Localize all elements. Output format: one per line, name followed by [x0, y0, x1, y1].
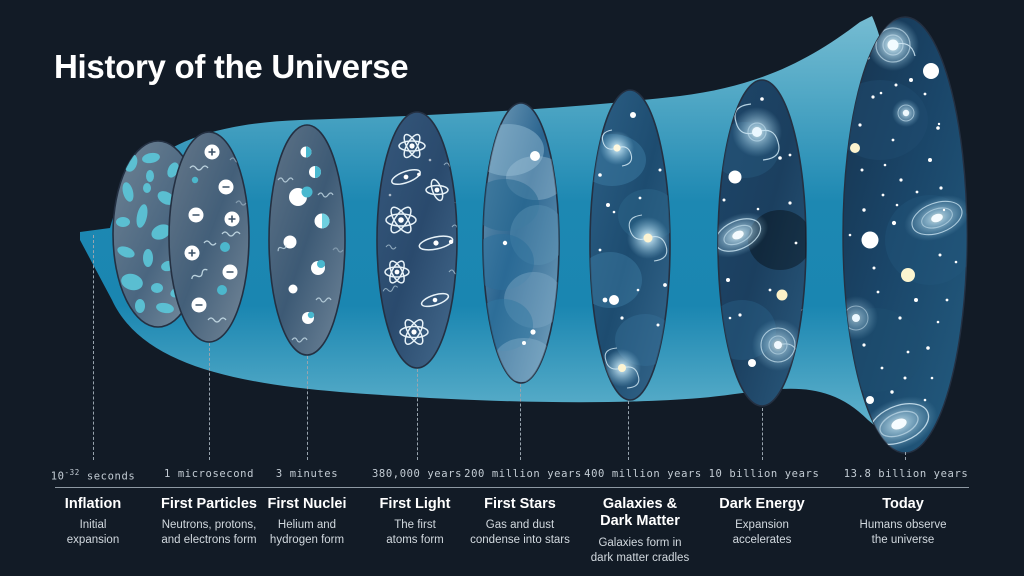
era-desc-line1: Gas and dust — [485, 519, 555, 531]
era-title-line1: Galaxies & — [602, 496, 678, 512]
tick-line-galaxies-dark-matter — [628, 401, 629, 460]
era-title-line2: Dark Matter — [600, 513, 680, 529]
era-desc-line1: Neutrons, protons, — [161, 519, 257, 531]
era-desc-line1: Galaxies form in — [598, 537, 682, 549]
spiral-galaxy — [600, 129, 634, 167]
era-time-dark-energy: 10 billion years — [708, 468, 820, 480]
spiral-galaxy — [892, 99, 920, 127]
era-title-galaxies-dark-matter: Galaxies & Dark Matter — [600, 496, 680, 530]
era-time-today: 13.8 billion years — [843, 468, 969, 480]
era-desc-line2: the universe — [871, 533, 935, 546]
era-desc-line2: atoms form — [386, 533, 444, 546]
spiral-galaxy — [627, 214, 669, 262]
spiral-galaxy — [603, 347, 641, 389]
nuclei-icon — [277, 146, 344, 343]
era-time-first-light: 380,000 years — [372, 468, 462, 480]
era-title-first-light: First Light — [379, 496, 451, 512]
era-desc-line1: Expansion — [735, 519, 789, 531]
era-title-today: Today — [882, 496, 924, 512]
era-time-first-stars: 200 million years — [464, 468, 582, 480]
era-title-inflation: Inflation — [64, 496, 122, 512]
tick-line-first-light — [417, 369, 418, 460]
era-desc-line2: accelerates — [732, 533, 792, 546]
atoms-icon — [382, 133, 457, 345]
era-panel-first-light — [376, 111, 458, 369]
era-desc-dark-energy: Expansion accelerates — [733, 518, 792, 547]
particles-icon — [184, 144, 247, 323]
page-title: History of the Universe — [54, 48, 409, 85]
era-desc-line1: Helium and — [277, 519, 337, 531]
galaxies-icon — [718, 97, 806, 371]
era-title-first-nuclei: First Nuclei — [267, 496, 347, 512]
era-time-first-nuclei: 3 minutes — [275, 468, 339, 480]
tick-line-inflation — [93, 235, 94, 460]
era-desc-first-particles: Neutrons, protons, and electrons form — [161, 518, 256, 547]
tick-line-first-stars — [520, 384, 521, 460]
tick-line-first-nuclei — [307, 356, 308, 460]
era-desc-line2: hydrogen form — [269, 533, 345, 546]
era-desc-line1: Humans observe — [859, 519, 947, 531]
era-desc-line2: dark matter cradles — [590, 551, 690, 564]
era-title-dark-energy: Dark Energy — [719, 496, 805, 512]
tick-line-today — [905, 452, 906, 460]
era-title-first-particles: First Particles — [161, 496, 257, 512]
era-desc-first-nuclei: Helium and hydrogen form — [270, 518, 344, 547]
spiral-galaxy — [718, 212, 769, 258]
era-panel-first-particles — [168, 131, 250, 343]
era-desc-line2: condense into stars — [470, 533, 570, 546]
era-desc-line2: expansion — [66, 533, 120, 546]
era-desc-first-stars: Gas and dust condense into stars — [470, 518, 570, 547]
spiral-galaxy — [732, 103, 782, 161]
tick-line-dark-energy — [762, 408, 763, 460]
era-time-galaxies-dark-matter: 400 million years — [584, 468, 702, 480]
era-panel-first-nuclei — [268, 124, 346, 356]
era-desc-inflation: Initial expansion — [67, 518, 119, 547]
tick-line-first-particles — [209, 343, 210, 460]
era-title-first-stars: First Stars — [484, 496, 556, 512]
era-panel-dark-energy — [717, 79, 807, 407]
era-desc-galaxies-dark-matter: Galaxies form in dark matter cradles — [591, 536, 689, 565]
spiral-galaxy — [904, 195, 967, 241]
era-desc-first-light: The first atoms form — [386, 518, 444, 547]
era-desc-line1: The first — [394, 519, 436, 531]
era-time-inflation: 10-32 seconds — [50, 468, 136, 483]
era-desc-today: Humans observe the universe — [860, 518, 947, 547]
timeline-axis-rule — [55, 487, 969, 488]
era-time-first-particles: 1 microsecond — [164, 468, 254, 480]
era-desc-line2: and electrons form — [161, 533, 257, 546]
era-desc-line1: Initial — [79, 519, 107, 531]
